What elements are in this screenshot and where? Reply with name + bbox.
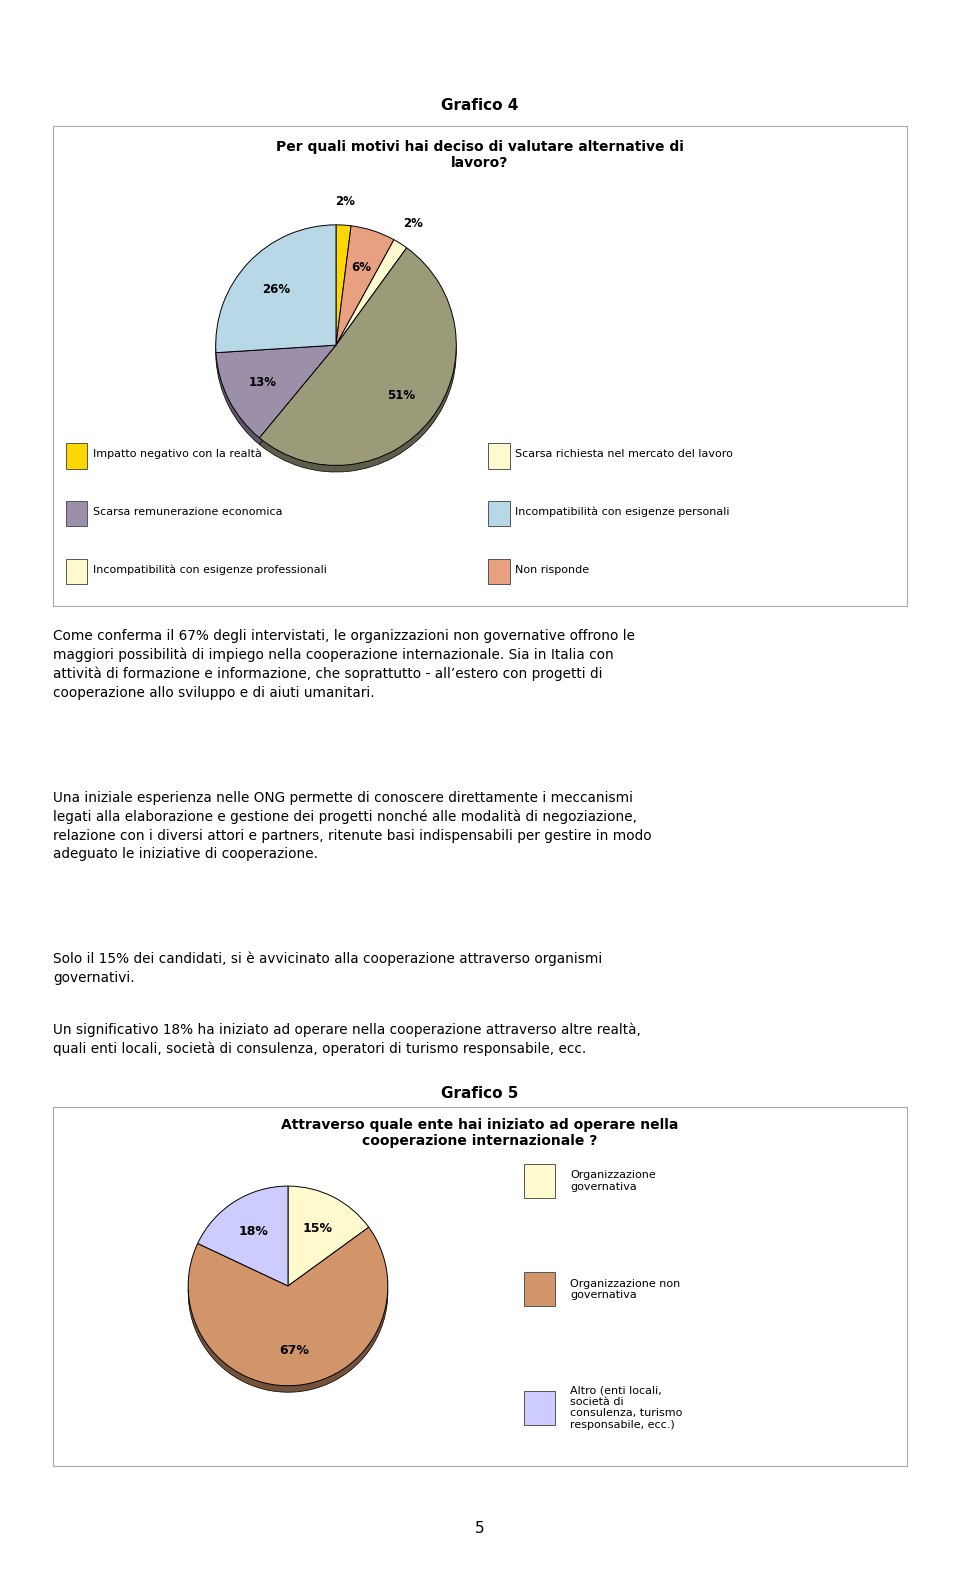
Bar — [489, 558, 510, 585]
Bar — [66, 558, 87, 585]
Bar — [524, 1391, 555, 1425]
Text: Impatto negativo con la realtà: Impatto negativo con la realtà — [93, 448, 262, 459]
Wedge shape — [259, 255, 456, 472]
Bar — [489, 502, 510, 527]
Text: Grafico 5: Grafico 5 — [442, 1085, 518, 1101]
Text: 2%: 2% — [403, 217, 423, 230]
Text: 5: 5 — [475, 1521, 485, 1537]
Wedge shape — [336, 231, 351, 352]
Text: Grafico 4: Grafico 4 — [442, 98, 518, 113]
Wedge shape — [198, 1192, 288, 1293]
Wedge shape — [216, 352, 336, 445]
Text: Non risponde: Non risponde — [516, 565, 589, 574]
Wedge shape — [188, 1233, 388, 1392]
Wedge shape — [336, 247, 407, 352]
Text: Un significativo 18% ha iniziato ad operare nella cooperazione attraverso altre : Un significativo 18% ha iniziato ad oper… — [53, 1022, 640, 1055]
Wedge shape — [288, 1192, 369, 1293]
Text: Scarsa remunerazione economica: Scarsa remunerazione economica — [93, 507, 282, 518]
Wedge shape — [336, 225, 351, 344]
Text: Organizzazione
governativa: Organizzazione governativa — [570, 1170, 656, 1192]
Text: Per quali motivi hai deciso di valutare alternative di
lavoro?: Per quali motivi hai deciso di valutare … — [276, 140, 684, 170]
Wedge shape — [336, 233, 394, 352]
Text: Incompatibilità con esigenze professionali: Incompatibilità con esigenze professiona… — [93, 565, 327, 576]
Text: Solo il 15% dei candidati, si è avvicinato alla cooperazione attraverso organism: Solo il 15% dei candidati, si è avvicina… — [53, 952, 602, 985]
Text: Organizzazione non
governativa: Organizzazione non governativa — [570, 1279, 681, 1301]
Wedge shape — [198, 1186, 288, 1287]
Text: 67%: 67% — [279, 1343, 309, 1357]
Text: 13%: 13% — [249, 376, 277, 389]
Text: Altro (enti locali,
società di
consulenza, turismo
responsabile, ecc.): Altro (enti locali, società di consulenz… — [570, 1386, 683, 1430]
Wedge shape — [216, 344, 336, 437]
Text: 2%: 2% — [335, 195, 355, 208]
Text: 26%: 26% — [262, 283, 291, 296]
Text: 51%: 51% — [387, 389, 415, 401]
Text: Come conferma il 67% degli intervistati, le organizzazioni non governative offro: Come conferma il 67% degli intervistati,… — [53, 629, 635, 700]
Text: COSV: COSV — [826, 22, 881, 39]
Text: Incompatibilità con esigenze personali: Incompatibilità con esigenze personali — [516, 507, 730, 518]
Text: 6%: 6% — [351, 261, 372, 274]
Wedge shape — [259, 249, 456, 466]
Bar — [489, 444, 510, 469]
Text: Una iniziale esperienza nelle ONG permette di conoscere direttamente i meccanism: Una iniziale esperienza nelle ONG permet… — [53, 791, 652, 860]
Wedge shape — [216, 231, 336, 359]
Text: Attraverso quale ente hai iniziato ad operare nella
cooperazione internazionale : Attraverso quale ente hai iniziato ad op… — [281, 1118, 679, 1148]
Wedge shape — [188, 1227, 388, 1386]
Wedge shape — [336, 227, 394, 344]
Wedge shape — [336, 239, 407, 344]
Bar — [524, 1273, 555, 1306]
Text: 15%: 15% — [302, 1222, 332, 1235]
Wedge shape — [288, 1186, 369, 1287]
Bar — [524, 1164, 555, 1199]
Bar — [66, 502, 87, 527]
Text: 18%: 18% — [238, 1225, 268, 1238]
Wedge shape — [216, 225, 336, 352]
Bar — [66, 444, 87, 469]
Text: Scarsa richiesta nel mercato del lavoro: Scarsa richiesta nel mercato del lavoro — [516, 450, 733, 459]
